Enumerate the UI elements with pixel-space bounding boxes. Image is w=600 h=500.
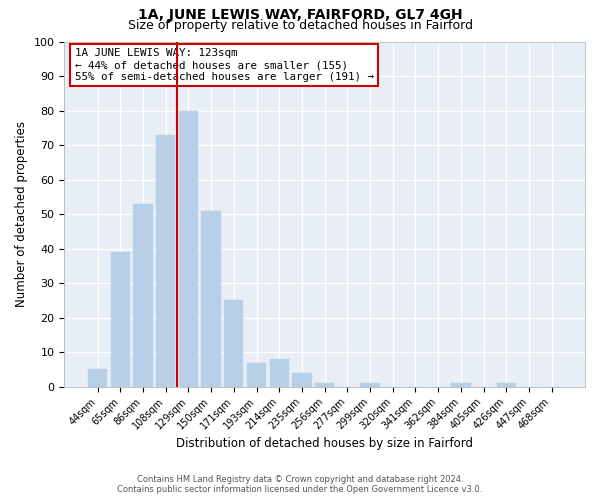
X-axis label: Distribution of detached houses by size in Fairford: Distribution of detached houses by size … <box>176 437 473 450</box>
Text: Contains public sector information licensed under the Open Government Licence v3: Contains public sector information licen… <box>118 485 482 494</box>
Y-axis label: Number of detached properties: Number of detached properties <box>15 121 28 307</box>
Bar <box>247 362 266 386</box>
Bar <box>202 210 221 386</box>
Bar <box>315 384 334 386</box>
Bar <box>179 110 198 386</box>
Text: Size of property relative to detached houses in Fairford: Size of property relative to detached ho… <box>128 18 473 32</box>
Bar <box>133 204 152 386</box>
Bar <box>292 373 311 386</box>
Text: Contains HM Land Registry data © Crown copyright and database right 2024.: Contains HM Land Registry data © Crown c… <box>137 475 463 484</box>
Bar <box>110 252 130 386</box>
Bar <box>497 384 516 386</box>
Bar <box>451 384 470 386</box>
Bar <box>361 384 380 386</box>
Text: 1A JUNE LEWIS WAY: 123sqm
← 44% of detached houses are smaller (155)
55% of semi: 1A JUNE LEWIS WAY: 123sqm ← 44% of detac… <box>74 48 374 82</box>
Bar <box>224 300 244 386</box>
Bar <box>156 134 175 386</box>
Bar <box>269 359 289 386</box>
Bar <box>88 370 107 386</box>
Text: 1A, JUNE LEWIS WAY, FAIRFORD, GL7 4GH: 1A, JUNE LEWIS WAY, FAIRFORD, GL7 4GH <box>137 8 463 22</box>
